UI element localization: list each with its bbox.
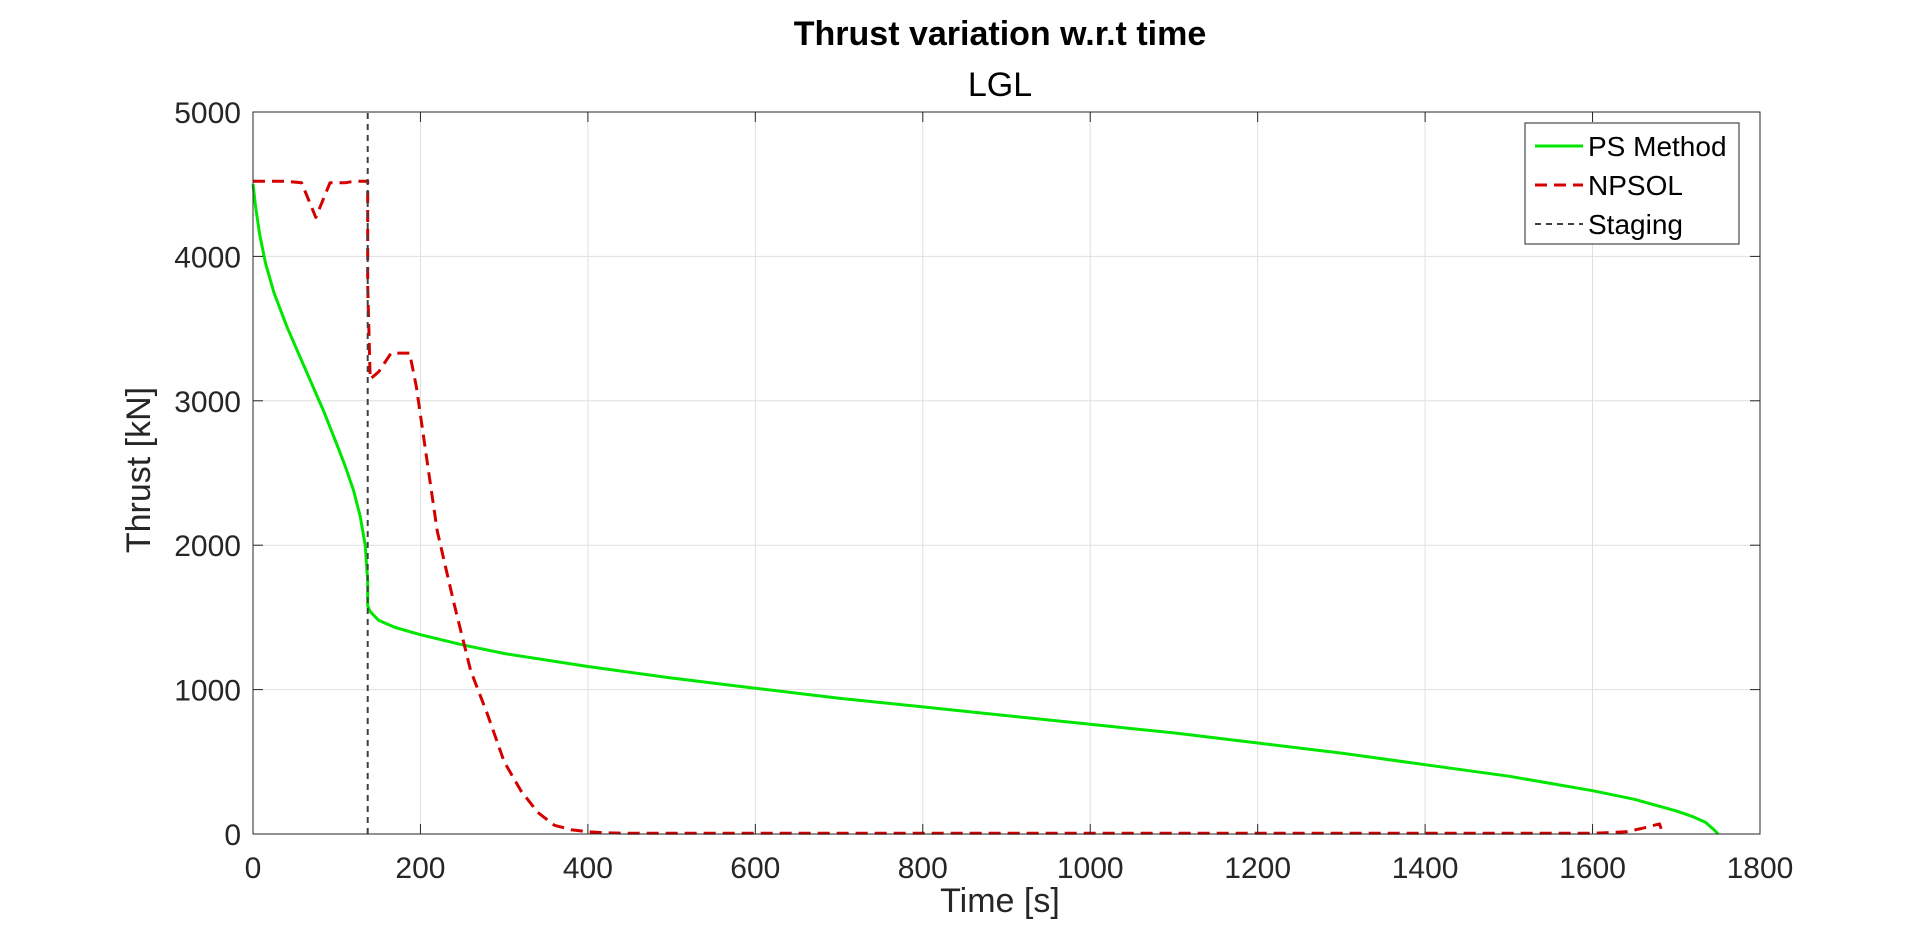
plot-frame — [252, 111, 1761, 835]
x-tick-label: 800 — [898, 852, 948, 885]
y-tick-label: 0 — [224, 819, 241, 852]
y-tick-label: 2000 — [174, 530, 241, 563]
legend-label-ps-method: PS Method — [1588, 131, 1727, 162]
legend-label-staging: Staging — [1588, 209, 1683, 240]
y-tick-label: 5000 — [174, 97, 241, 130]
x-tick-label: 1000 — [1057, 852, 1124, 885]
x-tick-label: 1600 — [1559, 852, 1626, 885]
tick-marks — [252, 111, 1761, 835]
y-tick-label: 3000 — [174, 386, 241, 419]
x-tick-label: 600 — [730, 852, 780, 885]
x-tick-label: 200 — [395, 852, 445, 885]
series-layer — [251, 112, 1720, 836]
legend-label-npsol: NPSOL — [1588, 170, 1683, 201]
legend: PS Method NPSOL Staging — [1524, 122, 1740, 245]
chart-subtitle: LGL — [968, 66, 1032, 104]
chart-title: Thrust variation w.r.t time — [794, 15, 1206, 53]
x-tick-label: 1400 — [1392, 852, 1459, 885]
y-axis-label: Thrust [kN] — [120, 387, 158, 553]
x-tick-label: 0 — [245, 852, 262, 885]
y-tick-label: 1000 — [174, 675, 241, 708]
x-axis-label: Time [s] — [940, 882, 1060, 920]
x-tick-label: 400 — [563, 852, 613, 885]
series-line-npsol — [253, 179, 1664, 835]
x-tick-label: 1800 — [1727, 852, 1794, 885]
y-tick-label: 4000 — [174, 241, 241, 274]
x-tick-label: 1200 — [1224, 852, 1291, 885]
series-line-ps-method — [251, 184, 1720, 836]
